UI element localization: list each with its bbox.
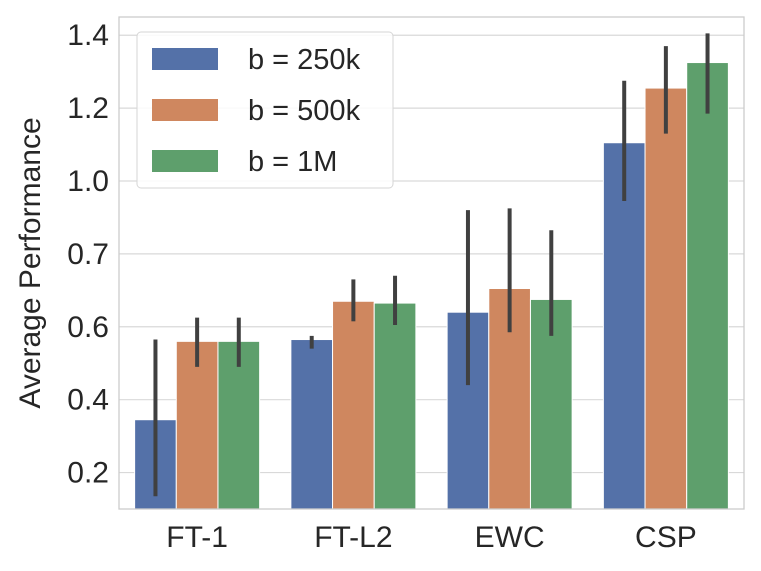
y-tick-label: 0.7: [67, 238, 109, 271]
y-tick-labels: 0.2 0.4 0.6 0.7 1.0 1.2 1.4: [67, 19, 109, 489]
y-tick-label: 1.4: [67, 19, 109, 52]
legend-label: b = 1M: [248, 146, 337, 178]
legend: b = 250k b = 500k b = 1M: [136, 31, 394, 189]
bar-csp-series-3: [686, 62, 729, 510]
bar-ft-l2-series-2: [332, 300, 375, 510]
legend-swatch: [152, 48, 218, 70]
y-tick-label: 0.2: [67, 457, 109, 490]
legend-swatch: [152, 99, 218, 121]
x-tick-label: FT-1: [166, 521, 228, 554]
y-tick-label: 0.4: [67, 384, 109, 417]
y-tick-label: 1.2: [67, 92, 109, 125]
bar-ft-1-series-3: [217, 340, 261, 510]
plot-frame: [118, 16, 745, 510]
bar-ft-l2-series-3: [373, 302, 417, 510]
y-tick-label: 0.6: [67, 311, 109, 344]
bar-ft-1-series-2: [175, 340, 219, 510]
bar-csp-series-2: [644, 87, 688, 510]
bars: [134, 62, 729, 510]
x-tick-label: EWC: [475, 521, 545, 554]
y-tick-label: 1.0: [67, 165, 109, 198]
error-bars: [153, 33, 710, 497]
bar-ft-l2-series-1: [290, 339, 334, 510]
legend-swatch: [152, 150, 218, 172]
legend-label: b = 250k: [248, 44, 361, 76]
x-tick-labels: FT-1 FT-L2 EWC CSP: [166, 521, 696, 554]
legend-box: [136, 31, 394, 189]
y-axis-label: Average Performance: [14, 117, 47, 408]
x-tick-label: CSP: [635, 521, 697, 554]
legend-label: b = 500k: [248, 95, 361, 127]
x-tick-label: FT-L2: [314, 521, 392, 554]
